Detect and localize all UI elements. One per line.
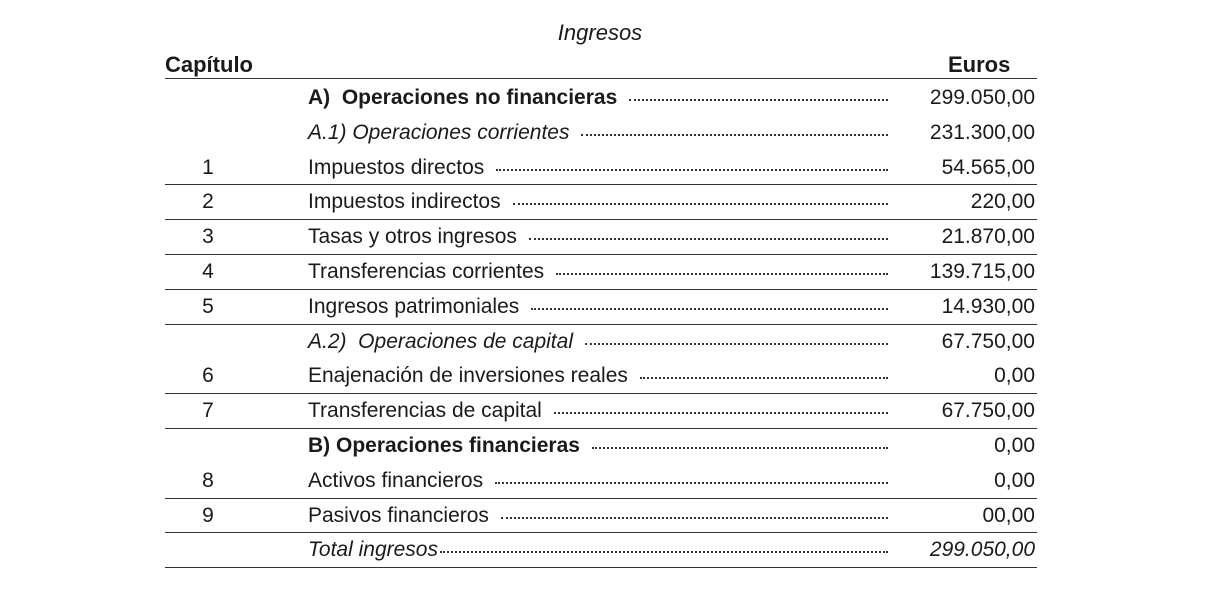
amount-cell: 231.300,00 (929, 120, 1035, 144)
concept-cell: Activos financieros (308, 469, 888, 493)
concept-label: Transferencias corrientes (308, 260, 545, 283)
concept-label: Pasivos financieros (308, 503, 489, 527)
dot-leader (528, 238, 888, 241)
table-row: 6 Enajenación de inversiones reales 0,00 (165, 359, 1037, 395)
concept-label: Enajenación de inversiones reales (308, 364, 628, 388)
chapter-cell: 2 (202, 190, 214, 214)
dot-leader (495, 481, 888, 484)
table-row: 5 Ingresos patrimoniales 14.930,00 (165, 290, 1037, 325)
chapter-cell: 7 (202, 399, 214, 423)
dot-leader (584, 342, 888, 345)
concept-label: A.1) Operaciones corrientes (308, 120, 570, 144)
chapter-cell: 3 (202, 225, 214, 249)
chapter-cell: 8 (202, 468, 214, 492)
table-title: Ingresos (557, 20, 643, 45)
amount-cell: 299.050,00 (929, 538, 1035, 562)
amount-cell: 0,00 (994, 468, 1035, 492)
amount-cell: 14.930,00 (941, 294, 1035, 318)
amount-cell: 220,00 (970, 190, 1035, 214)
table-row: 9 Pasivos financieros 00,00 (165, 499, 1037, 534)
amount-cell: 00,00 (982, 503, 1035, 527)
amount-cell: 0,00 (994, 434, 1035, 457)
concept-cell: Impuestos directos (308, 156, 888, 180)
concept-cell: A.1) Operaciones corrientes (308, 121, 888, 145)
concept-cell: A) Operaciones no financieras (308, 86, 888, 110)
table-row: 3 Tasas y otros ingresos 21.870,00 (165, 220, 1037, 255)
amount-cell: 67.750,00 (941, 399, 1035, 423)
dot-leader (512, 203, 888, 206)
dot-leader (439, 551, 888, 554)
chapter-cell: 1 (202, 155, 214, 179)
amount-cell: 139.715,00 (929, 260, 1035, 283)
concept-label: Activos financieros (308, 468, 484, 492)
dot-leader (629, 99, 888, 101)
dot-leader (496, 168, 888, 171)
concept-label: Total ingresos (308, 538, 438, 562)
concept-cell: Transferencias corrientes (308, 260, 888, 284)
concept-label: A) Operaciones no financieras (308, 86, 618, 109)
amount-cell: 299.050,00 (929, 86, 1035, 109)
amount-cell: 21.870,00 (941, 225, 1035, 249)
table-row: B) Operaciones financieras 0,00 (165, 429, 1037, 464)
amount-cell: 67.750,00 (941, 329, 1035, 353)
concept-label: Impuestos indirectos (308, 190, 501, 214)
amount-header: Euros (948, 52, 1011, 77)
concept-label: Transferencias de capital (308, 399, 542, 423)
chapter-header: Capítulo (165, 52, 253, 77)
header-rule (165, 78, 1037, 79)
concept-cell: Tasas y otros ingresos (308, 225, 888, 249)
amount-cell: 0,00 (994, 364, 1035, 388)
table-row: 4 Transferencias corrientes 139.715,00 (165, 255, 1037, 290)
concept-cell: Ingresos patrimoniales (308, 295, 888, 319)
concept-label: Ingresos patrimoniales (308, 294, 520, 318)
dot-leader (553, 412, 888, 415)
concept-label: Impuestos directos (308, 155, 485, 179)
concept-cell: Pasivos financieros (308, 504, 888, 528)
dot-leader (639, 377, 888, 380)
table-row: 7 Transferencias de capital 67.750,00 (165, 394, 1037, 429)
chapter-cell: 9 (202, 503, 214, 527)
dot-leader (581, 133, 888, 136)
dot-leader (531, 307, 888, 310)
table-row: A.1) Operaciones corrientes 231.300,00 (165, 116, 1037, 151)
concept-cell: A.2) Operaciones de capital (308, 330, 888, 354)
concept-cell: B) Operaciones financieras (308, 434, 888, 458)
table-row: A) Operaciones no financieras 299.050,00 (165, 81, 1037, 116)
table-row: 2 Impuestos indirectos 220,00 (165, 185, 1037, 221)
chapter-cell: 5 (202, 294, 214, 318)
concept-label: B) Operaciones financieras (308, 434, 580, 457)
table-row: A.2) Operaciones de capital 67.750,00 (165, 325, 1037, 360)
concept-cell: Transferencias de capital (308, 399, 888, 423)
concept-cell: Enajenación de inversiones reales (308, 364, 888, 388)
table-row: Total ingresos 299.050,00 (165, 533, 1037, 569)
dot-leader (591, 447, 888, 449)
concept-label: A.2) Operaciones de capital (308, 329, 573, 353)
chapter-cell: 4 (202, 260, 214, 283)
chapter-cell: 6 (202, 364, 214, 388)
dot-leader (500, 516, 888, 519)
concept-label: Tasas y otros ingresos (308, 225, 517, 249)
table-row: 1 Impuestos directos 54.565,00 (165, 151, 1037, 186)
amount-cell: 54.565,00 (941, 155, 1035, 179)
concept-cell: Total ingresos (308, 538, 888, 562)
dot-leader (556, 273, 888, 275)
table-row: 8 Activos financieros 0,00 (165, 464, 1037, 499)
concept-cell: Impuestos indirectos (308, 190, 888, 214)
